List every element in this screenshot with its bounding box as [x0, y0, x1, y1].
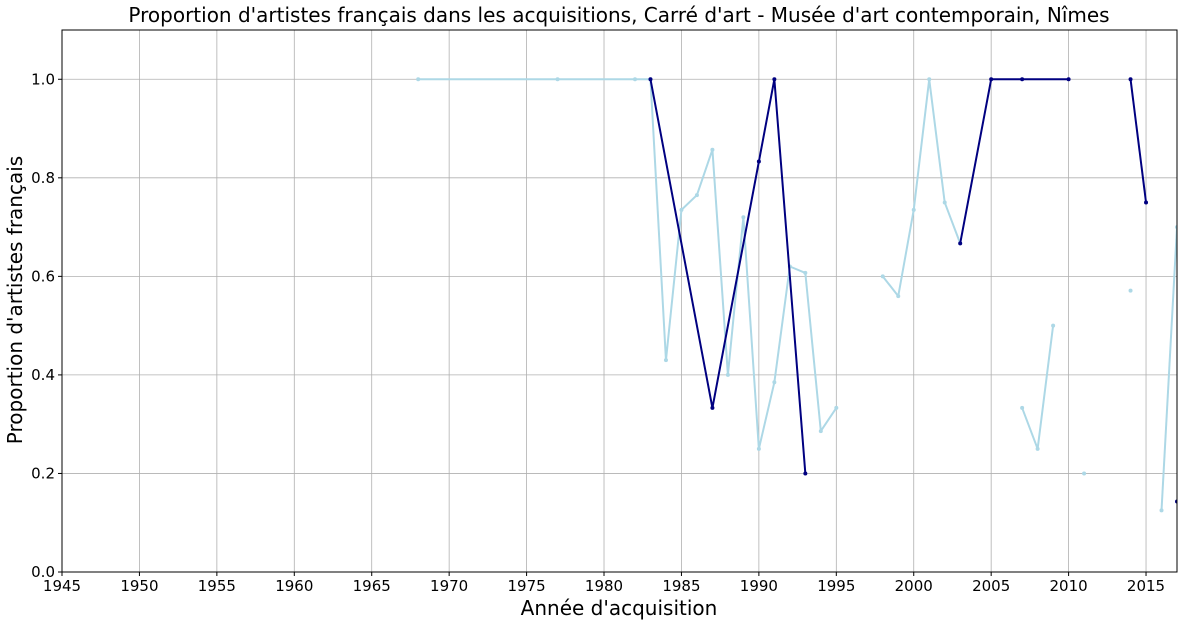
y-tick-label: 1.0: [31, 70, 55, 88]
x-tick-label: 2015: [1127, 577, 1165, 595]
series-line: [418, 78, 838, 450]
x-tick-label: 1985: [662, 577, 700, 595]
series-1: [416, 77, 1177, 513]
data-point: [1159, 508, 1164, 513]
data-point: [834, 405, 839, 410]
plot-frame: [61, 29, 1178, 573]
x-tick-label: 2010: [1050, 577, 1088, 595]
data-point: [772, 77, 777, 82]
data-point: [1020, 77, 1025, 82]
chart-title: Proportion d'artistes français dans les …: [128, 3, 1109, 27]
x-tick-label: 1975: [507, 577, 545, 595]
x-tick-label: 1955: [198, 577, 236, 595]
data-point: [1128, 77, 1133, 82]
data-point: [942, 200, 947, 205]
series-line: [959, 78, 1069, 244]
data-point: [725, 372, 730, 377]
data-point: [958, 241, 963, 246]
data-point: [710, 405, 715, 410]
data-point: [555, 77, 560, 82]
series-layer: [416, 77, 1177, 513]
y-tick-label: 0.2: [31, 464, 55, 482]
series-line: [881, 78, 962, 298]
x-tick-label: 2000: [895, 577, 933, 595]
x-tick-label: 1965: [353, 577, 391, 595]
data-point: [1051, 323, 1056, 328]
data-point: [648, 77, 653, 82]
series-2: [648, 77, 1177, 504]
series-line: [1160, 227, 1177, 511]
data-point: [756, 446, 761, 451]
data-point: [1082, 471, 1087, 476]
data-point: [803, 270, 808, 275]
y-axis-label: Proportion d'artistes français: [3, 156, 27, 444]
y-tick-label: 0.0: [31, 563, 55, 581]
tick-layer: 1945 1950 1955 1960 1965 1970 1975 1980 1985 1990…: [31, 70, 1165, 595]
data-point: [880, 274, 885, 279]
x-tick-label: 1990: [740, 577, 778, 595]
data-point: [416, 77, 421, 82]
data-point: [803, 471, 808, 476]
x-tick-label: 1960: [275, 577, 313, 595]
data-point: [1066, 77, 1071, 82]
series-line: [1129, 79, 1148, 203]
data-point: [1128, 288, 1133, 293]
data-point: [679, 207, 684, 212]
data-point: [989, 77, 994, 82]
x-tick-label: 1970: [430, 577, 468, 595]
x-axis-label: Année d'acquisition: [521, 596, 718, 620]
data-point: [694, 193, 699, 198]
data-point: [927, 77, 932, 82]
data-point: [632, 77, 637, 82]
series-line: [1021, 325, 1055, 450]
data-point: [741, 215, 746, 220]
data-point: [1035, 446, 1040, 451]
data-point: [772, 380, 777, 385]
data-point: [1144, 200, 1149, 205]
x-tick-label: 1945: [43, 577, 81, 595]
x-tick-label: 2005: [972, 577, 1010, 595]
x-tick-label: 1995: [817, 577, 855, 595]
x-tick-label: 1950: [120, 577, 158, 595]
data-point: [818, 429, 823, 434]
grid-layer: [61, 30, 1177, 573]
x-tick-label: 1980: [585, 577, 623, 595]
y-tick-label: 0.6: [31, 267, 55, 285]
y-tick-label: 0.4: [31, 366, 55, 384]
y-tick-label: 0.8: [31, 169, 55, 187]
data-point: [896, 294, 901, 299]
data-point: [710, 147, 715, 152]
data-point: [911, 207, 916, 212]
data-point: [1020, 405, 1025, 410]
data-point: [756, 159, 761, 164]
data-point: [663, 358, 668, 363]
